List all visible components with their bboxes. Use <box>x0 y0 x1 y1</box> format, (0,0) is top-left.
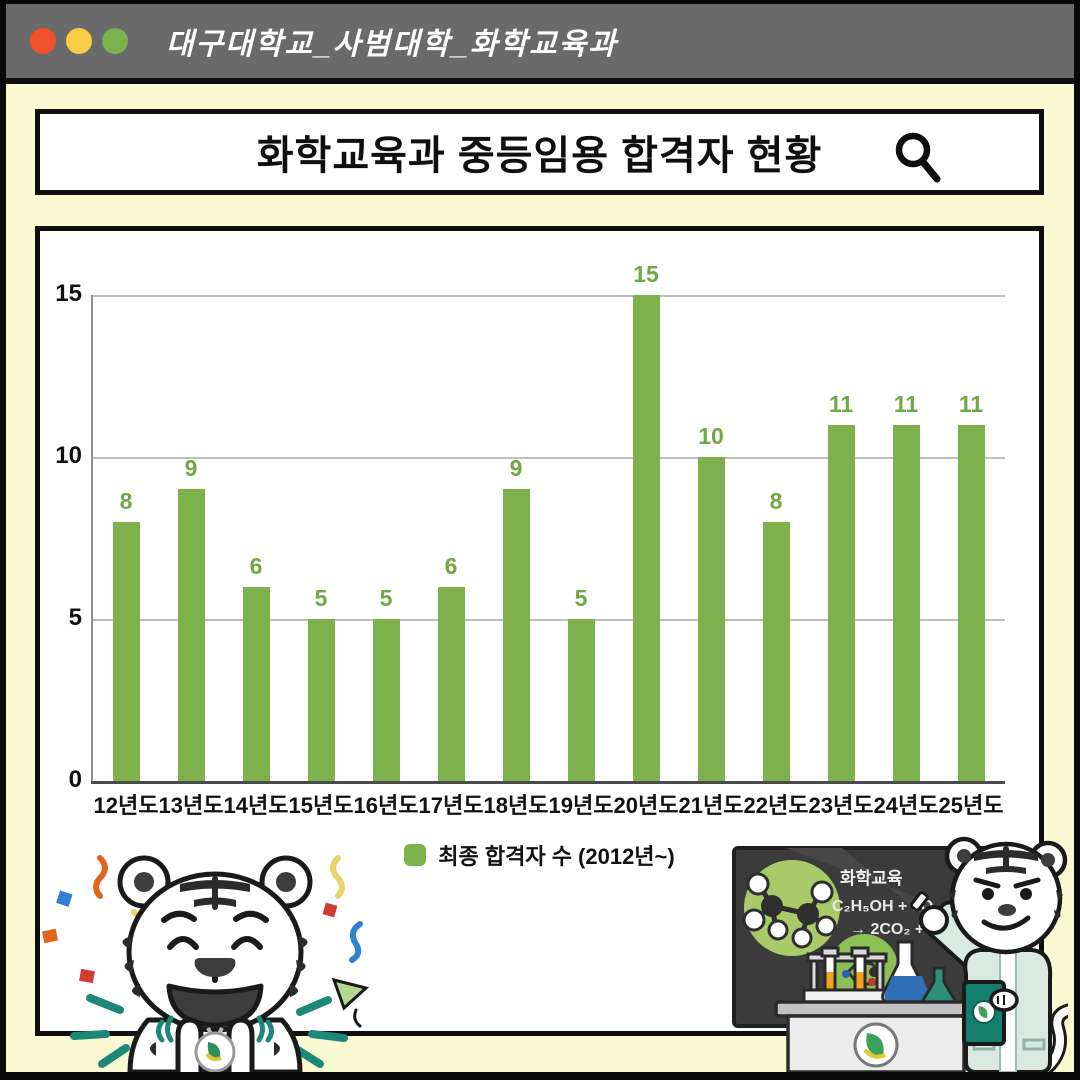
tiger-mascot-clapping <box>41 855 370 1072</box>
x-tick-label: 12년도 <box>93 793 159 818</box>
tiger-eye-right <box>231 936 263 950</box>
x-tick-label: 13년도 <box>158 793 224 818</box>
bar <box>437 587 465 781</box>
bar-value-label: 8 <box>119 488 133 514</box>
tiger-eye-left <box>167 936 199 950</box>
x-tick-label: 22년도 <box>743 793 809 818</box>
window-controls <box>30 28 128 54</box>
x-tick-label: 15년도 <box>288 793 354 818</box>
bar <box>892 425 920 781</box>
x-tick-label: 20년도 <box>613 793 679 818</box>
bar-chart: 0 5 10 15 8 12년도 9 13년도 6 14년도 5 15년도 5 16년도 6 17년도 9 18년… <box>40 231 1039 1031</box>
bar <box>307 619 335 781</box>
legend-label: 최종 합격자 수 (2012년~) <box>438 844 675 869</box>
window-dot-green-icon[interactable] <box>102 28 128 54</box>
bar-value-label: 11 <box>958 391 984 417</box>
y-tick-label: 10 <box>55 442 82 469</box>
gridline <box>91 295 1005 297</box>
x-tick-label: 25년도 <box>938 793 1004 818</box>
tiger-eyebrow-left <box>161 910 197 923</box>
bar <box>632 295 660 781</box>
bar-value-label: 6 <box>444 553 458 579</box>
bar-value-label: 9 <box>184 455 198 481</box>
bar-value-label: 10 <box>698 423 724 449</box>
chalk <box>910 891 929 912</box>
tiger-mouth <box>166 983 264 1028</box>
gridline <box>91 619 1005 621</box>
clap-marks <box>156 1015 274 1043</box>
bar-value-label: 9 <box>509 455 523 481</box>
bar-value-label: 5 <box>574 585 588 611</box>
y-tick-label: 15 <box>55 280 82 307</box>
x-tick-label: 21년도 <box>678 793 744 818</box>
y-tick-label: 5 <box>68 604 82 631</box>
bar-value-label: 11 <box>828 391 854 417</box>
x-tick-label: 18년도 <box>483 793 549 818</box>
post-canvas: 대구대학교_사범대학_화학교육과 화학교육과 중등임용 합격자 현황 0 5 10 1… <box>6 4 1074 1072</box>
bar-value-label: 5 <box>379 585 393 611</box>
x-tick-label: 23년도 <box>808 793 874 818</box>
university-logo <box>853 1022 899 1068</box>
green-notebook <box>962 980 1019 1046</box>
bar <box>567 619 595 781</box>
y-axis-line <box>91 295 93 781</box>
bar <box>697 457 725 781</box>
window-dot-yellow-icon[interactable] <box>66 28 92 54</box>
x-tick-label: 19년도 <box>548 793 614 818</box>
bar <box>177 489 205 781</box>
y-tick-label: 0 <box>68 766 82 793</box>
tiger-mascot-teaching: 화학교육 C₂H₅OH + 3O₂ → 2CO₂ + 3H₂O <box>732 836 1068 1072</box>
lab-equipment <box>802 940 958 1010</box>
x-tick-label: 14년도 <box>223 793 289 818</box>
university-medal <box>194 1027 236 1072</box>
search-icon[interactable] <box>891 130 945 186</box>
lab-desk <box>774 1000 978 1072</box>
tiger-teacher <box>910 836 1068 1072</box>
window-dot-red-icon[interactable] <box>30 28 56 54</box>
bar <box>957 425 985 781</box>
window-titlebar: 대구대학교_사범대학_화학교육과 <box>6 4 1074 84</box>
x-tick-label: 24년도 <box>873 793 939 818</box>
x-tick-label: 17년도 <box>418 793 484 818</box>
tiger-nose <box>194 958 236 977</box>
title-search-bar[interactable]: 화학교육과 중등임용 합격자 현황 <box>35 109 1044 195</box>
page-title: 화학교육과 중등임용 합격자 현황 <box>256 134 823 178</box>
board-title: 화학교육 <box>840 869 903 888</box>
bar-value-label: 8 <box>769 488 783 514</box>
x-tick-label: 16년도 <box>353 793 419 818</box>
chart-legend: 최종 합격자 수 (2012년~) <box>40 839 1039 871</box>
tiger-paw-right <box>226 1017 255 1072</box>
x-axis-line <box>91 781 1005 784</box>
bar <box>762 522 790 781</box>
bar <box>242 587 270 781</box>
bar <box>112 522 140 781</box>
bar-value-label: 6 <box>249 553 263 579</box>
titlebar-text: 대구대학교_사범대학_화학교육과 <box>166 28 618 61</box>
bar <box>827 425 855 781</box>
celebration-lines <box>70 994 348 1068</box>
bar-value-label: 5 <box>314 585 328 611</box>
legend-swatch <box>404 844 427 866</box>
tiger-stripes <box>122 876 308 1056</box>
gridline <box>91 457 1005 459</box>
tiger-paw-left <box>175 1017 204 1072</box>
bar-value-label: 11 <box>893 391 919 417</box>
bar <box>502 489 530 781</box>
tiger-eyebrow-right <box>233 910 269 923</box>
bar <box>372 619 400 781</box>
bar-value-label: 15 <box>633 261 659 287</box>
